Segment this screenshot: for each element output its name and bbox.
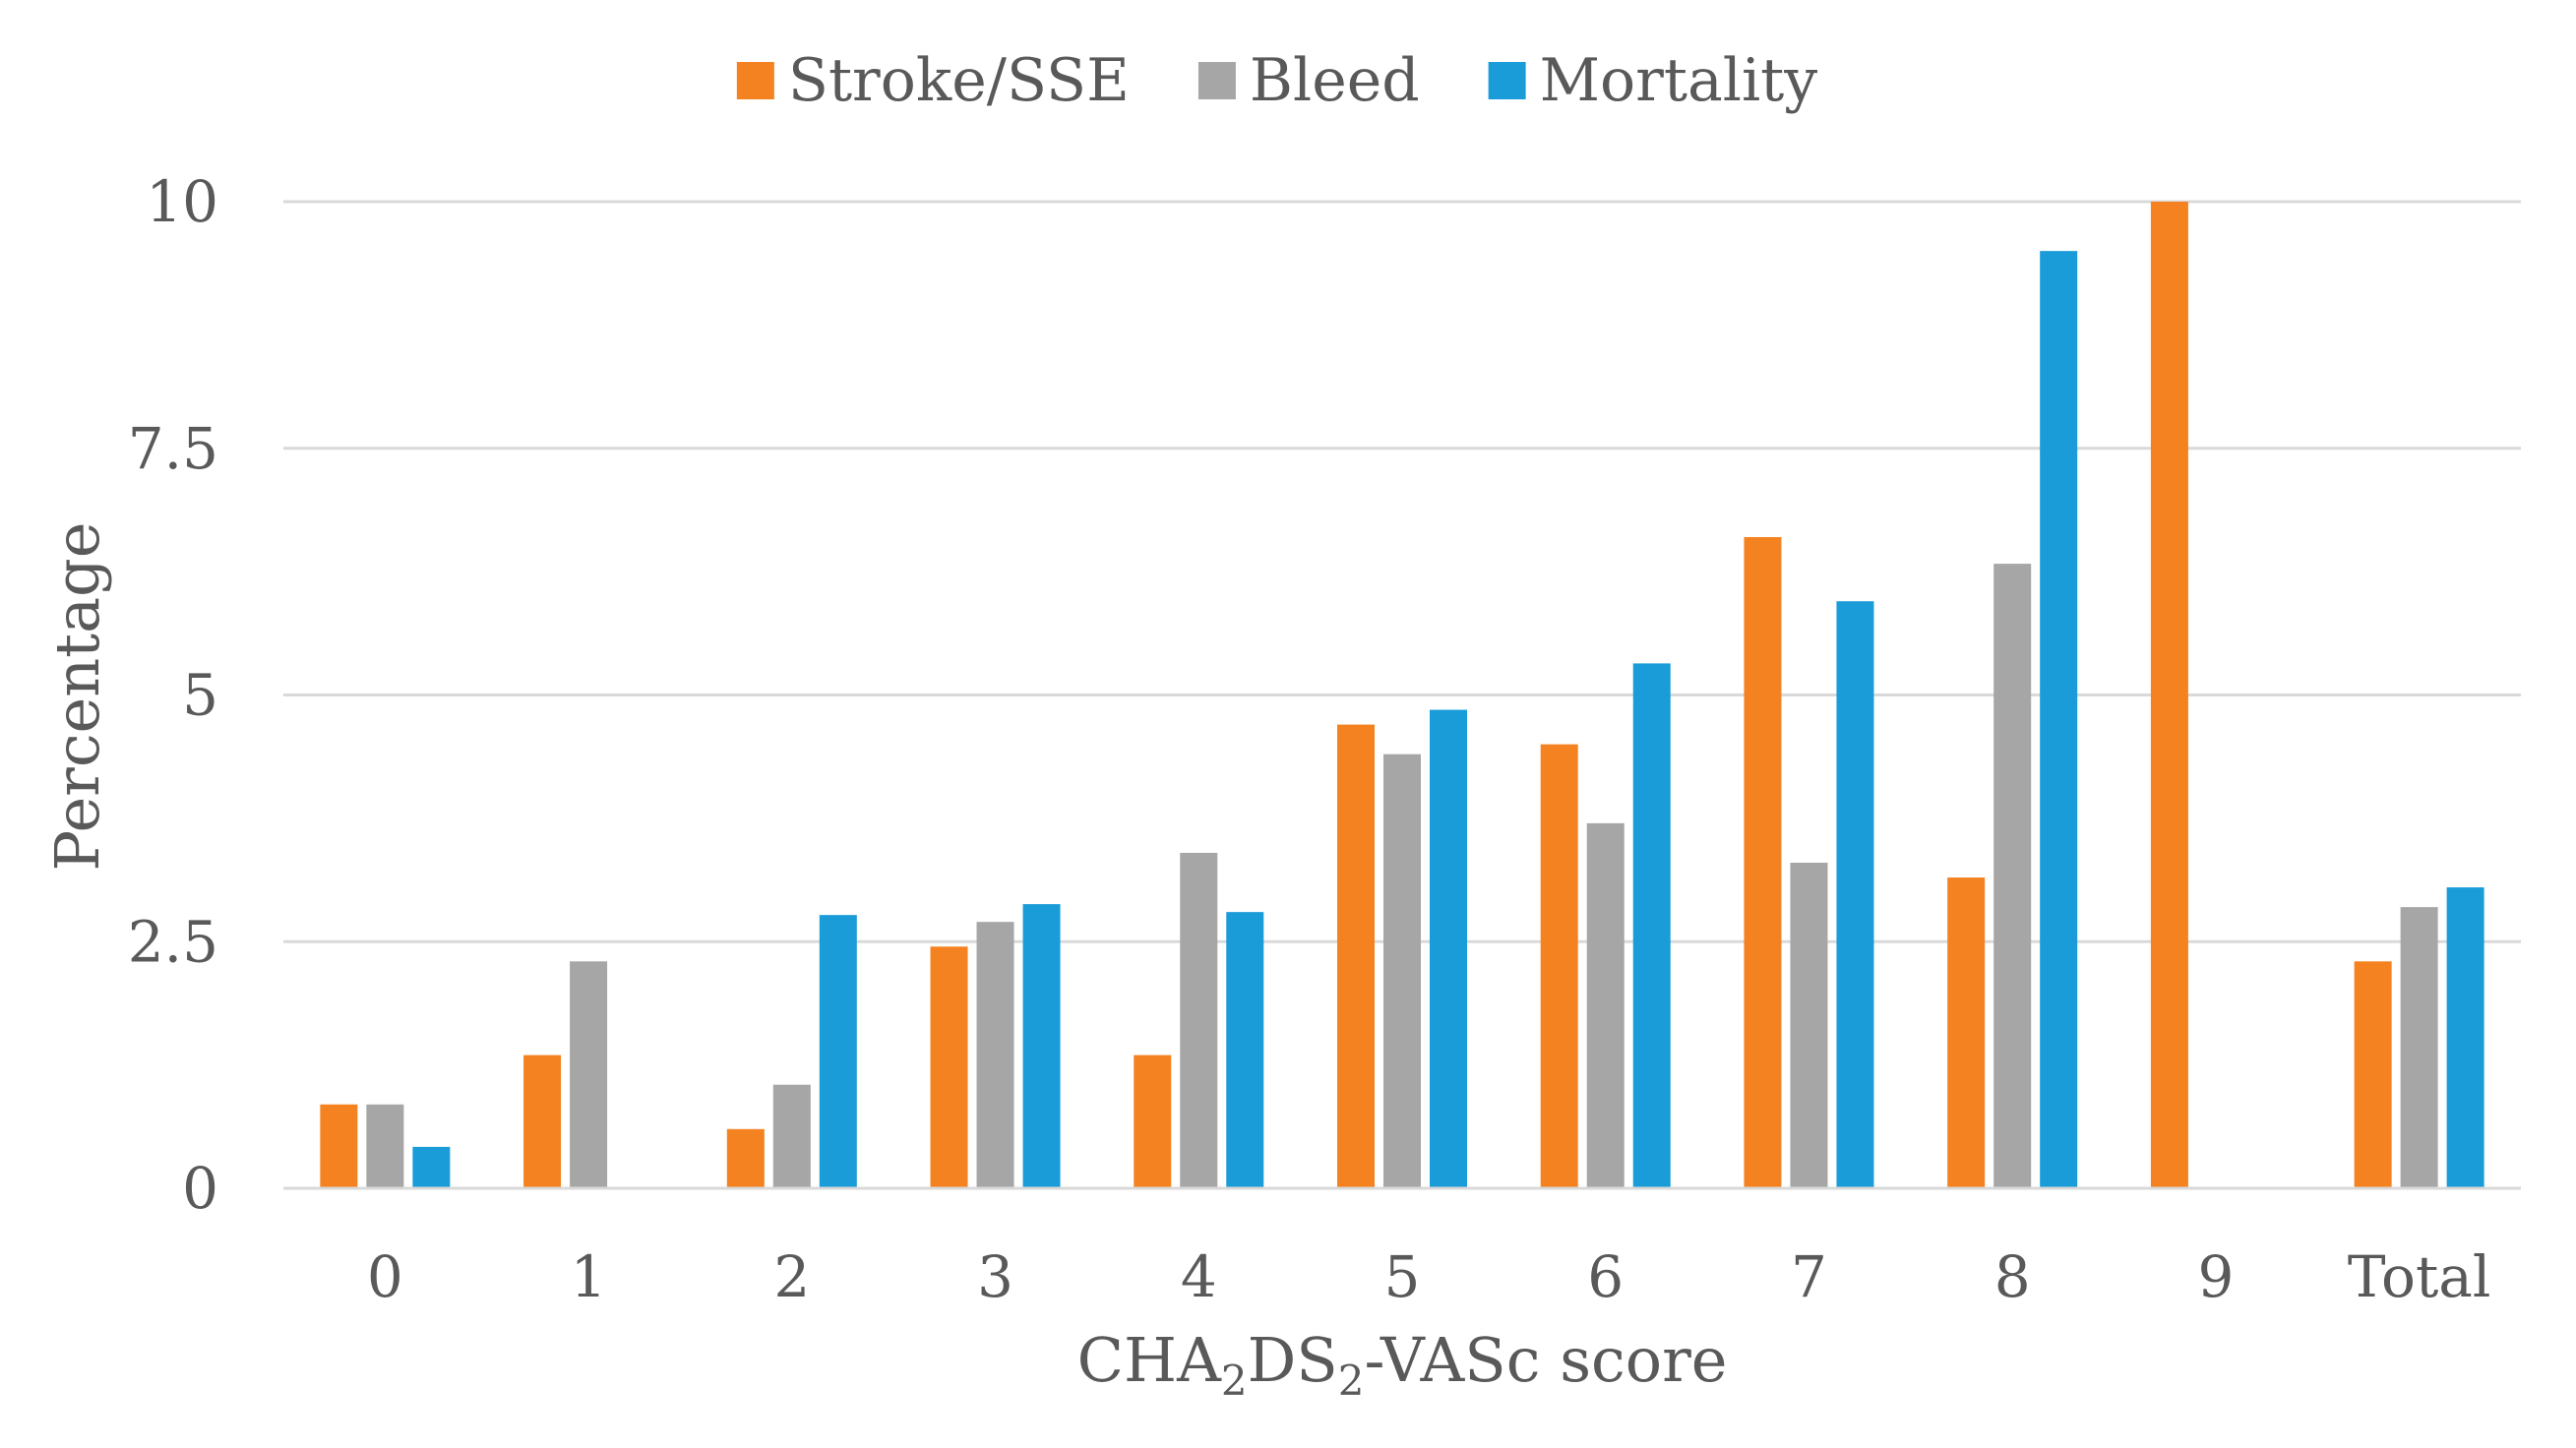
bar-stroke-sse-7 xyxy=(1744,537,1782,1188)
x-axis-title: CHA2DS2-VASc score xyxy=(1077,1324,1728,1405)
bars xyxy=(320,202,2484,1188)
bar-bleed-6 xyxy=(1586,822,1625,1188)
x-tick-label: 9 xyxy=(2197,1243,2234,1310)
bar-stroke-sse-1 xyxy=(523,1055,562,1188)
legend-item-bleed: Bleed xyxy=(1197,46,1420,115)
x-tick-label: 0 xyxy=(367,1243,403,1310)
bar-bleed-2 xyxy=(772,1084,811,1188)
bar-bleed-8 xyxy=(1993,564,2032,1188)
y-tick-label: 0 xyxy=(182,1155,218,1222)
bar-bleed-7 xyxy=(1790,863,1828,1188)
x-tick-label: 1 xyxy=(571,1243,607,1310)
bar-mortality-2 xyxy=(819,915,857,1188)
bar-bleed-1 xyxy=(570,961,608,1188)
bar-stroke-sse-3 xyxy=(930,946,968,1188)
legend-swatch xyxy=(1488,62,1526,99)
x-tick-label: 6 xyxy=(1587,1243,1624,1310)
bar-mortality-total xyxy=(2446,887,2484,1188)
x-tick-label: 4 xyxy=(1181,1243,1217,1310)
bar-stroke-sse-4 xyxy=(1134,1055,1172,1188)
bar-mortality-5 xyxy=(1430,709,1467,1188)
legend-swatch xyxy=(736,62,774,99)
x-tick-label: 5 xyxy=(1384,1243,1421,1310)
legend-label: Stroke/SSE xyxy=(788,46,1130,115)
x-tick-label: Total xyxy=(2348,1243,2491,1310)
bar-mortality-3 xyxy=(1022,904,1061,1188)
y-tick-label: 2.5 xyxy=(128,908,218,975)
bar-stroke-sse-8 xyxy=(1947,877,1986,1188)
bar-mortality-0 xyxy=(412,1146,451,1188)
bar-bleed-0 xyxy=(366,1104,404,1188)
bar-bleed-5 xyxy=(1383,754,1421,1188)
bar-bleed-3 xyxy=(976,922,1014,1188)
bar-bleed-total xyxy=(2400,907,2438,1188)
legend-item-mortality: Mortality xyxy=(1488,46,1818,115)
y-tick-label: 5 xyxy=(182,662,218,729)
bar-stroke-sse-5 xyxy=(1337,724,1375,1188)
x-tick-label: 3 xyxy=(977,1243,1013,1310)
y-axis-ticks: 0 2.5 5 7.5 10 xyxy=(128,168,218,1222)
bar-mortality-4 xyxy=(1226,912,1264,1188)
bar-stroke-sse-total xyxy=(2354,961,2392,1188)
y-tick-label: 10 xyxy=(146,168,218,235)
x-axis-ticks: 0 1 2 3 4 5 6 7 8 9 Total xyxy=(367,1243,2490,1310)
bar-mortality-7 xyxy=(1836,601,1874,1188)
legend-item-stroke-sse: Stroke/SSE xyxy=(736,46,1130,115)
bar-mortality-8 xyxy=(2040,251,2078,1188)
bar-stroke-sse-9 xyxy=(2150,202,2188,1188)
y-tick-label: 7.5 xyxy=(128,415,218,482)
x-tick-label: 2 xyxy=(773,1243,810,1310)
x-tick-label: 8 xyxy=(1994,1243,2031,1310)
legend: Stroke/SSE Bleed Mortality xyxy=(736,46,1818,115)
bar-bleed-4 xyxy=(1180,852,1218,1188)
x-tick-label: 7 xyxy=(1791,1243,1827,1310)
legend-label: Mortality xyxy=(1540,46,1818,115)
bar-stroke-sse-0 xyxy=(320,1104,358,1188)
y-axis-title: Percentage xyxy=(41,522,113,872)
legend-label: Bleed xyxy=(1250,46,1420,115)
legend-swatch xyxy=(1197,62,1236,99)
bar-mortality-6 xyxy=(1632,663,1671,1188)
bar-stroke-sse-6 xyxy=(1540,744,1578,1188)
bar-stroke-sse-2 xyxy=(726,1128,765,1188)
